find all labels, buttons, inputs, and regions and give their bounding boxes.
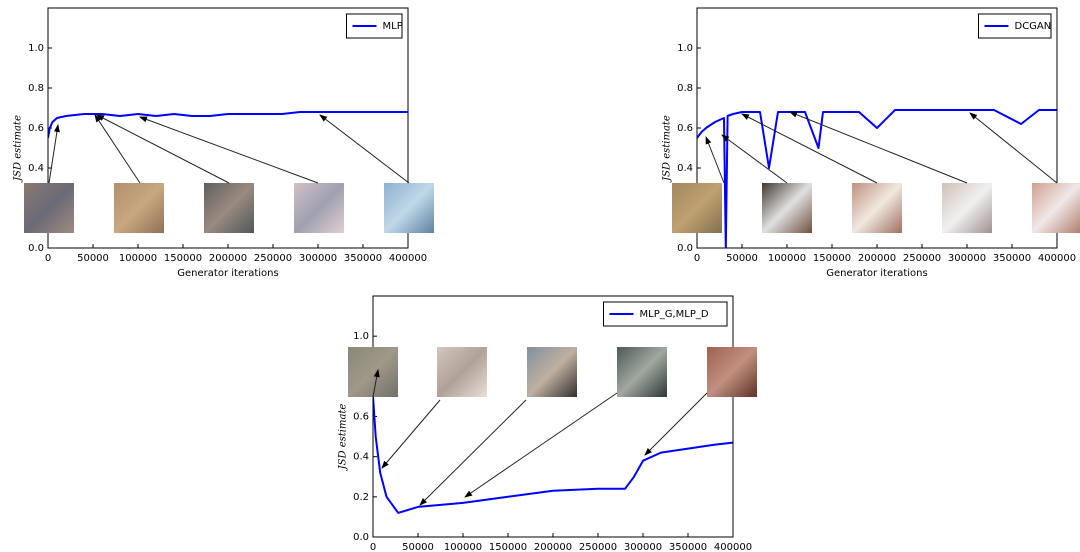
legend-label: MLP	[383, 21, 403, 32]
annotation-arrow	[970, 113, 1057, 183]
x-tick-label: 100000	[444, 542, 482, 552]
y-tick-label: 0.0	[28, 243, 44, 254]
sample-image	[348, 347, 398, 397]
annotation-arrow	[420, 400, 526, 505]
sample-image	[852, 183, 902, 233]
x-tick-label: 200000	[534, 542, 572, 552]
y-tick-label: 0.6	[353, 412, 369, 423]
x-tick-label: 100000	[119, 253, 157, 264]
y-tick-label: 1.0	[28, 43, 44, 54]
axes-frame	[373, 296, 733, 537]
x-tick-label: 400000	[714, 542, 752, 552]
y-tick-label: 0.8	[677, 83, 693, 94]
y-axis-label: JSD estimate	[662, 115, 673, 183]
x-axis-label: Generator iterations	[826, 268, 927, 279]
y-tick-label: 0.0	[677, 243, 693, 254]
x-tick-label: 350000	[344, 253, 382, 264]
sample-image	[1032, 183, 1080, 233]
y-tick-label: 1.0	[677, 43, 693, 54]
x-tick-label: 200000	[858, 253, 896, 264]
annotation-arrow	[140, 117, 318, 183]
x-tick-label: 250000	[903, 253, 941, 264]
page: 0.0 0.4 0.6 0.8 1.0 0 50000 100000 150000 200000 2…	[0, 0, 1080, 552]
x-axis-label: Generator iterations	[177, 268, 278, 279]
legend-label: MLP_G,MLP_D	[640, 309, 709, 320]
annotation-arrow	[722, 135, 787, 183]
x-tick-label: 300000	[624, 542, 662, 552]
legend-label: DCGAN	[1015, 21, 1052, 32]
y-tick-label: 0.4	[677, 163, 693, 174]
sample-image	[942, 183, 992, 233]
sample-image	[384, 183, 434, 233]
sample-image	[294, 183, 344, 233]
x-tick-label: 350000	[669, 542, 707, 552]
series-line	[373, 396, 733, 513]
x-tick-label: 150000	[489, 542, 527, 552]
annotation-arrow	[645, 393, 707, 455]
y-tick-label: 0.4	[28, 163, 44, 174]
x-tick-label: 300000	[299, 253, 337, 264]
y-axis-label: JSD estimate	[338, 404, 349, 472]
x-tick-label: 200000	[209, 253, 247, 264]
sample-image	[707, 347, 757, 397]
x-tick-label: 300000	[948, 253, 986, 264]
x-tick-label: 50000	[402, 542, 434, 552]
y-tick-label: 0.2	[353, 492, 369, 503]
x-tick-label: 150000	[164, 253, 202, 264]
annotation-arrow	[382, 400, 440, 468]
x-tick-label: 250000	[254, 253, 292, 264]
y-tick-label: 0.4	[353, 452, 369, 463]
x-tick-label: 100000	[768, 253, 806, 264]
x-tick-label: 350000	[993, 253, 1031, 264]
sample-image	[204, 183, 254, 233]
x-tick-label: 150000	[813, 253, 851, 264]
annotation-arrow	[706, 137, 724, 183]
y-tick-label: 0.0	[353, 532, 369, 543]
x-tick-label: 0	[694, 253, 700, 264]
sample-image	[437, 347, 487, 397]
y-tick-label: 0.8	[28, 83, 44, 94]
x-tick-label: 0	[45, 253, 51, 264]
x-tick-label: 0	[370, 542, 376, 552]
sample-image	[762, 183, 812, 233]
x-tick-label: 400000	[1038, 253, 1076, 264]
annotation-arrow	[465, 393, 617, 497]
sample-image	[617, 347, 667, 397]
x-tick-label: 50000	[77, 253, 109, 264]
annotation-arrow	[790, 112, 967, 183]
sample-image	[114, 183, 164, 233]
sample-image	[24, 183, 74, 233]
y-tick-label: 0.6	[677, 123, 693, 134]
annotation-arrow	[49, 125, 58, 183]
x-tick-label: 400000	[389, 253, 427, 264]
x-tick-label: 50000	[726, 253, 758, 264]
figure: 0.0 0.4 0.6 0.8 1.0 0 50000 100000 150000 200000 2…	[0, 0, 1080, 552]
y-axis-label: JSD estimate	[13, 115, 24, 183]
sample-image	[527, 347, 577, 397]
annotation-arrow	[320, 115, 409, 183]
y-tick-label: 1.0	[353, 331, 369, 342]
y-tick-label: 0.6	[28, 123, 44, 134]
x-tick-label: 250000	[579, 542, 617, 552]
sample-image	[672, 183, 722, 233]
